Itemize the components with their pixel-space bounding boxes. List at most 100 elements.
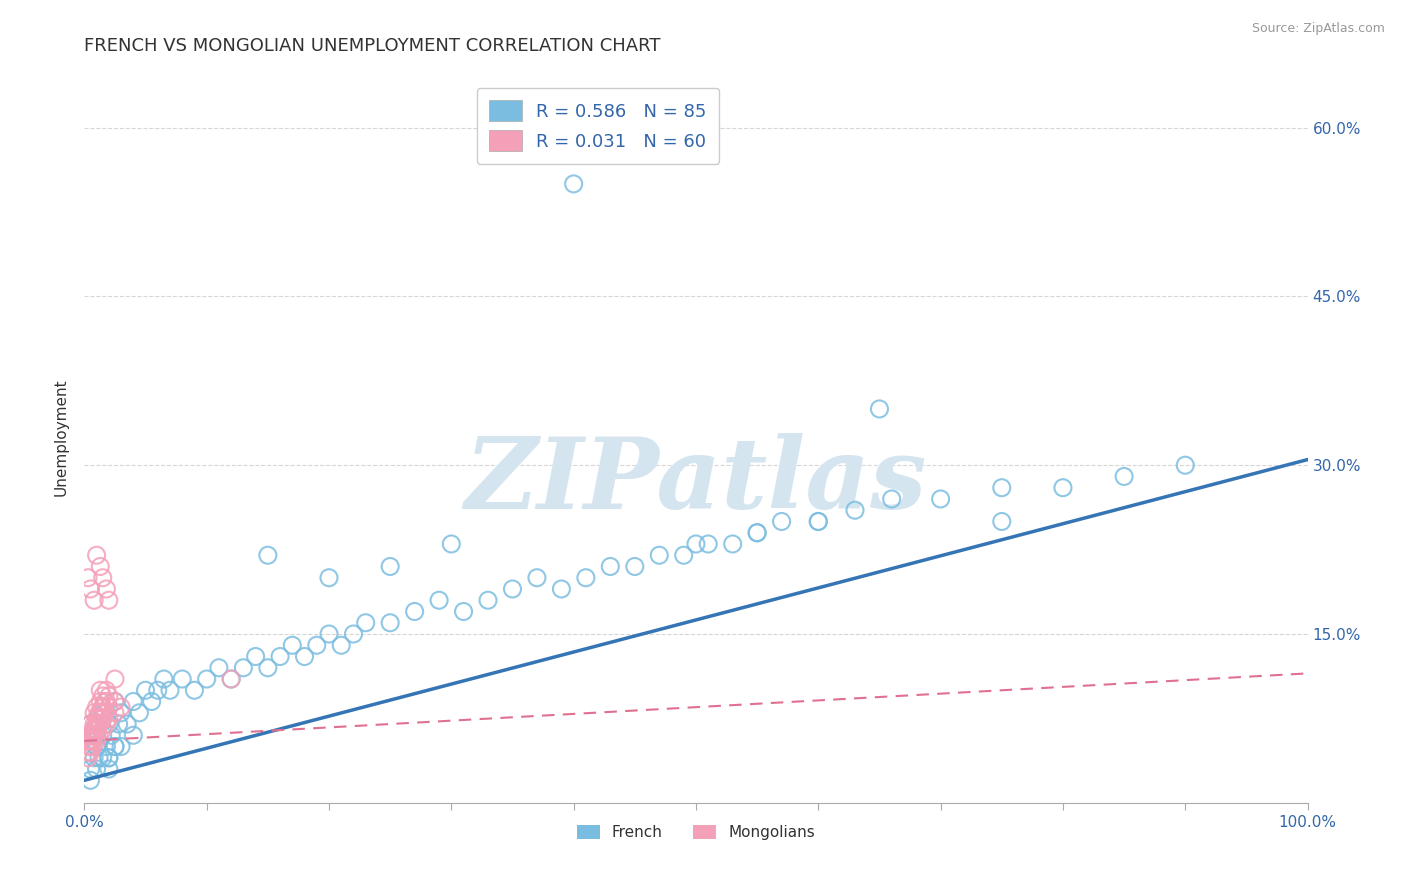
Point [86, 739, 108, 754]
Point [91, 571, 114, 585]
Point [747, 525, 769, 540]
Text: FRENCH VS MONGOLIAN UNEMPLOYMENT CORRELATION CHART: FRENCH VS MONGOLIAN UNEMPLOYMENT CORRELA… [84, 37, 661, 54]
Point [153, 672, 176, 686]
Point [104, 672, 127, 686]
Point [110, 700, 132, 714]
Point [404, 605, 426, 619]
Point [82, 723, 104, 737]
Point [91, 711, 114, 725]
Point [87, 751, 110, 765]
Point [159, 683, 181, 698]
Point [141, 694, 163, 708]
Point [97, 689, 120, 703]
Point [91, 728, 114, 742]
Point [97, 751, 120, 765]
Point [77, 751, 100, 765]
Point [97, 711, 120, 725]
Point [89, 559, 111, 574]
Point [294, 649, 316, 664]
Point [79, 739, 101, 754]
Point [86, 739, 108, 754]
Point [79, 773, 101, 788]
Point [440, 537, 463, 551]
Point [172, 672, 194, 686]
Point [115, 717, 138, 731]
Point [96, 717, 118, 731]
Point [208, 661, 231, 675]
Point [97, 700, 120, 714]
Point [502, 582, 524, 596]
Point [79, 728, 101, 742]
Point [79, 762, 101, 776]
Point [550, 582, 572, 596]
Point [97, 751, 120, 765]
Point [477, 593, 499, 607]
Point [354, 615, 377, 630]
Point [685, 537, 707, 551]
Point [104, 706, 127, 720]
Point [122, 694, 145, 708]
Point [82, 728, 104, 742]
Point [87, 711, 110, 725]
Point [219, 672, 242, 686]
Point [89, 683, 111, 698]
Point [128, 706, 150, 720]
Point [96, 582, 118, 596]
Point [87, 717, 110, 731]
Point [305, 638, 328, 652]
Point [79, 728, 101, 742]
Point [318, 627, 340, 641]
Point [269, 649, 291, 664]
Point [869, 401, 891, 416]
Point [575, 571, 598, 585]
Point [96, 683, 118, 698]
Point [94, 706, 117, 720]
Point [91, 751, 114, 765]
Point [77, 734, 100, 748]
Point [79, 745, 101, 759]
Point [97, 593, 120, 607]
Point [110, 739, 132, 754]
Point [232, 661, 254, 675]
Point [91, 723, 114, 737]
Point [844, 503, 866, 517]
Point [91, 706, 114, 720]
Point [807, 515, 830, 529]
Point [104, 739, 127, 754]
Point [257, 661, 280, 675]
Point [77, 745, 100, 759]
Point [96, 694, 118, 708]
Point [87, 717, 110, 731]
Point [83, 593, 105, 607]
Point [94, 706, 117, 720]
Point [82, 734, 104, 748]
Point [86, 548, 108, 562]
Point [86, 711, 108, 725]
Point [86, 723, 108, 737]
Point [94, 694, 117, 708]
Point [86, 728, 108, 742]
Point [747, 525, 769, 540]
Point [83, 723, 105, 737]
Point [526, 571, 548, 585]
Point [672, 548, 695, 562]
Legend: French, Mongolians: French, Mongolians [571, 819, 821, 847]
Text: Source: ZipAtlas.com: Source: ZipAtlas.com [1251, 22, 1385, 36]
Point [991, 481, 1014, 495]
Point [83, 717, 105, 731]
Point [100, 728, 122, 742]
Point [281, 638, 304, 652]
Point [86, 723, 108, 737]
Point [380, 559, 402, 574]
Point [91, 711, 114, 725]
Point [104, 694, 127, 708]
Point [79, 582, 101, 596]
Point [135, 683, 157, 698]
Point [86, 717, 108, 731]
Point [1114, 469, 1136, 483]
Point [83, 728, 105, 742]
Point [97, 762, 120, 776]
Point [245, 649, 267, 664]
Point [87, 706, 110, 720]
Point [807, 515, 830, 529]
